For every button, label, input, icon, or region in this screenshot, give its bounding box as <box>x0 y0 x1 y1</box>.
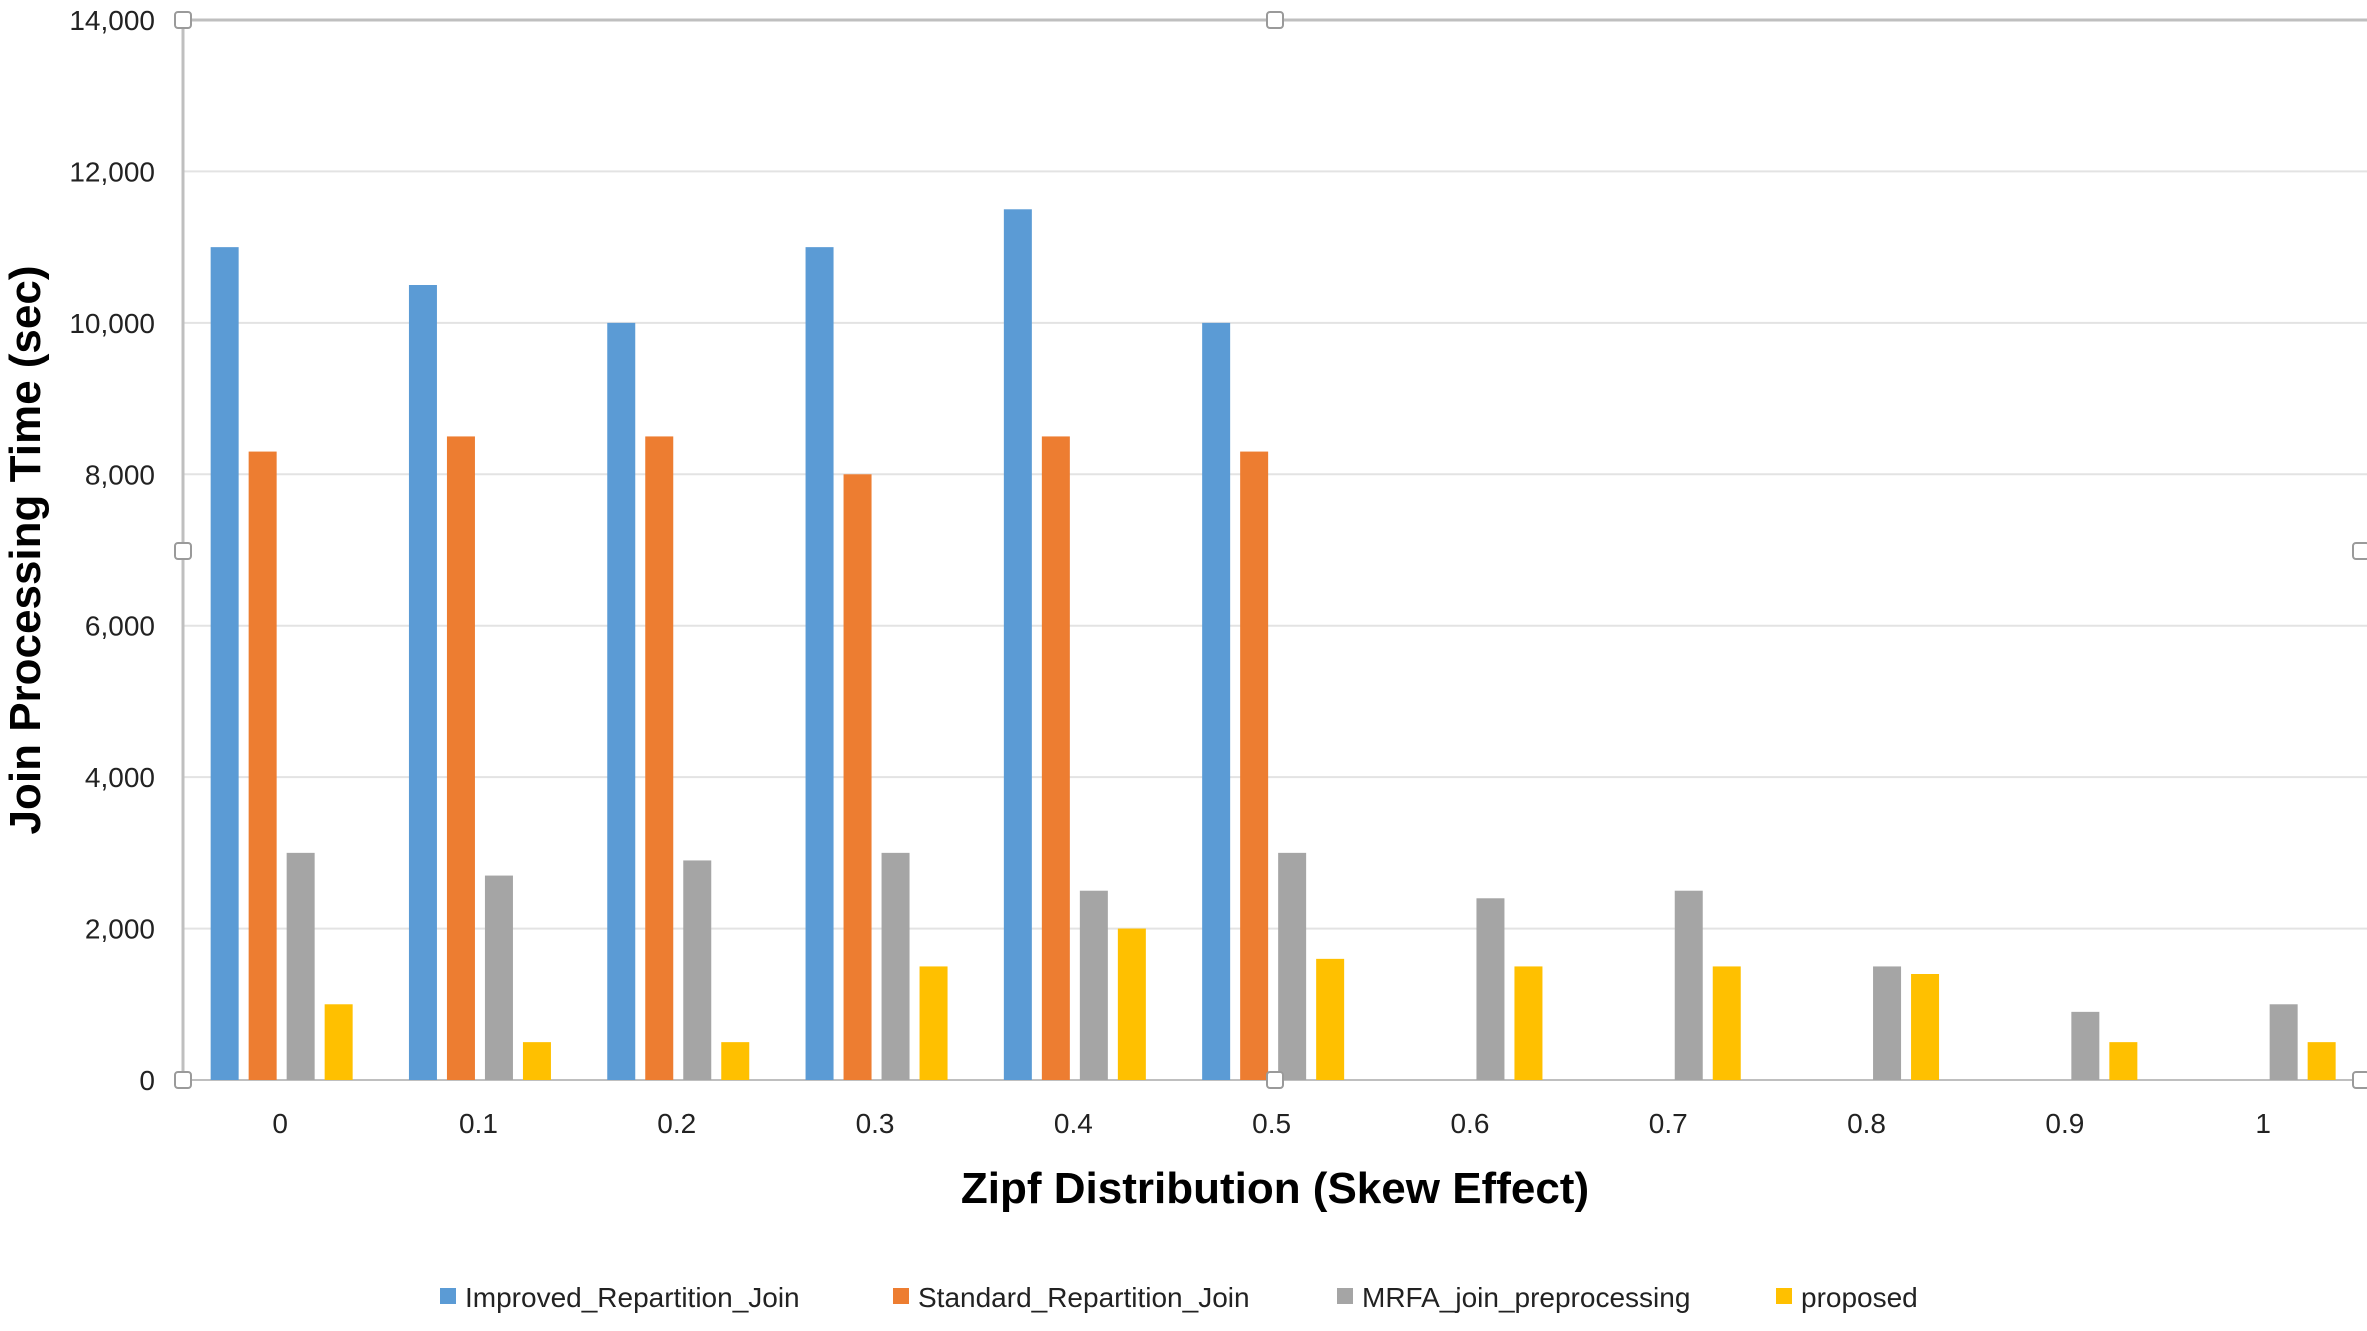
resize-handle[interactable] <box>174 11 192 29</box>
selection-handles <box>174 11 2367 1089</box>
resize-handle[interactable] <box>1266 1071 1284 1089</box>
y-axis-title: Join Processing Time (sec) <box>1 266 50 835</box>
y-tick-label: 10,000 <box>69 308 155 339</box>
bar-proposed-0.7 <box>1712 966 1741 1080</box>
y-tick-label: 4,000 <box>85 762 155 793</box>
bar-MRFA_join_preprocessing-0.1 <box>484 875 513 1080</box>
legend-label-Improved_Repartition_Join: Improved_Repartition_Join <box>465 1282 800 1313</box>
resize-handle[interactable] <box>2352 542 2367 560</box>
bar-MRFA_join_preprocessing-0.4 <box>1079 890 1108 1080</box>
x-tick-label: 0.3 <box>856 1108 895 1139</box>
y-tick-label: 0 <box>139 1065 155 1096</box>
x-tick-labels: 0 0.1 0.2 0.3 0.4 0.5 0.6 0.7 0.8 0.9 1 <box>272 1108 2271 1139</box>
legend-label-Standard_Repartition_Join: Standard_Repartition_Join <box>918 1282 1250 1313</box>
bar-Improved_Repartition_Join-0.3 <box>805 247 834 1081</box>
x-tick-label: 0.9 <box>2045 1108 2084 1139</box>
y-tick-label: 14,000 <box>69 5 155 36</box>
bar-Standard_Repartition_Join-0.4 <box>1041 436 1070 1080</box>
bar-MRFA_join_preprocessing-0.5 <box>1278 852 1307 1080</box>
legend-swatch-proposed <box>1776 1288 1792 1304</box>
legend-swatch-Standard_Repartition_Join <box>893 1288 909 1304</box>
x-tick-label: 0 <box>272 1108 288 1139</box>
x-tick-label: 0.2 <box>657 1108 696 1139</box>
y-tick-label: 6,000 <box>85 611 155 642</box>
x-tick-label: 0.5 <box>1252 1108 1291 1139</box>
bar-MRFA_join_preprocessing-0.8 <box>1873 966 1902 1080</box>
bar-Improved_Repartition_Join-0.1 <box>408 285 437 1080</box>
legend-label-proposed: proposed <box>1801 1282 1918 1313</box>
resize-handle[interactable] <box>174 1071 192 1089</box>
y-tick-labels: 0 2,000 4,000 6,000 8,000 10,000 12,000 14,000 <box>69 5 155 1096</box>
bar-MRFA_join_preprocessing-0.7 <box>1674 890 1703 1080</box>
x-tick-label: 0.4 <box>1054 1108 1093 1139</box>
bar-proposed-0.5 <box>1316 958 1345 1080</box>
bar-Improved_Repartition_Join-0.4 <box>1003 209 1032 1081</box>
bars <box>210 209 2336 1081</box>
bar-Standard_Repartition_Join-0.1 <box>446 436 475 1080</box>
x-tick-label: 0.1 <box>459 1108 498 1139</box>
y-tick-label: 8,000 <box>85 459 155 490</box>
x-tick-label: 0.8 <box>1847 1108 1886 1139</box>
resize-handle[interactable] <box>174 542 192 560</box>
resize-handle[interactable] <box>1266 11 1284 29</box>
gridlines <box>183 19 2367 1081</box>
bar-proposed-0.4 <box>1117 928 1146 1080</box>
bar-proposed-1 <box>2307 1042 2336 1080</box>
bar-proposed-0.6 <box>1514 966 1543 1080</box>
bar-proposed-0.1 <box>522 1042 551 1080</box>
bar-Improved_Repartition_Join-0 <box>210 247 239 1081</box>
bar-Improved_Repartition_Join-0.5 <box>1202 322 1231 1080</box>
bar-proposed-0.3 <box>919 966 948 1080</box>
bar-MRFA_join_preprocessing-0.2 <box>683 860 712 1080</box>
bar-Improved_Repartition_Join-0.2 <box>607 322 636 1080</box>
bar-Standard_Repartition_Join-0 <box>248 451 277 1081</box>
bar-MRFA_join_preprocessing-0.6 <box>1476 898 1505 1080</box>
bar-Standard_Repartition_Join-0.5 <box>1240 451 1269 1081</box>
bar-proposed-0.2 <box>721 1042 750 1080</box>
y-tick-label: 12,000 <box>69 156 155 187</box>
bar-proposed-0.8 <box>1911 974 1940 1080</box>
bar-Standard_Repartition_Join-0.3 <box>843 474 872 1080</box>
bar-proposed-0.9 <box>2109 1042 2138 1080</box>
bar-Standard_Repartition_Join-0.2 <box>645 436 674 1080</box>
legend: Improved_Repartition_Join Standard_Repart… <box>440 1282 1918 1313</box>
legend-swatch-Improved_Repartition_Join <box>440 1288 456 1304</box>
x-axis-title: Zipf Distribution (Skew Effect) <box>961 1164 1589 1213</box>
x-tick-label: 0.7 <box>1649 1108 1688 1139</box>
bar-MRFA_join_preprocessing-0.3 <box>881 852 910 1080</box>
bar-MRFA_join_preprocessing-0 <box>286 852 315 1080</box>
x-tick-label: 0.6 <box>1450 1108 1489 1139</box>
bar-proposed-0 <box>324 1004 353 1080</box>
x-tick-label: 1 <box>2255 1108 2271 1139</box>
legend-swatch-MRFA_join_preprocessing <box>1337 1288 1353 1304</box>
legend-label-MRFA_join_preprocessing: MRFA_join_preprocessing <box>1362 1282 1690 1313</box>
y-tick-label: 2,000 <box>85 914 155 945</box>
bar-MRFA_join_preprocessing-1 <box>2269 1004 2298 1080</box>
bar-MRFA_join_preprocessing-0.9 <box>2071 1011 2100 1080</box>
resize-handle[interactable] <box>2352 1071 2367 1089</box>
